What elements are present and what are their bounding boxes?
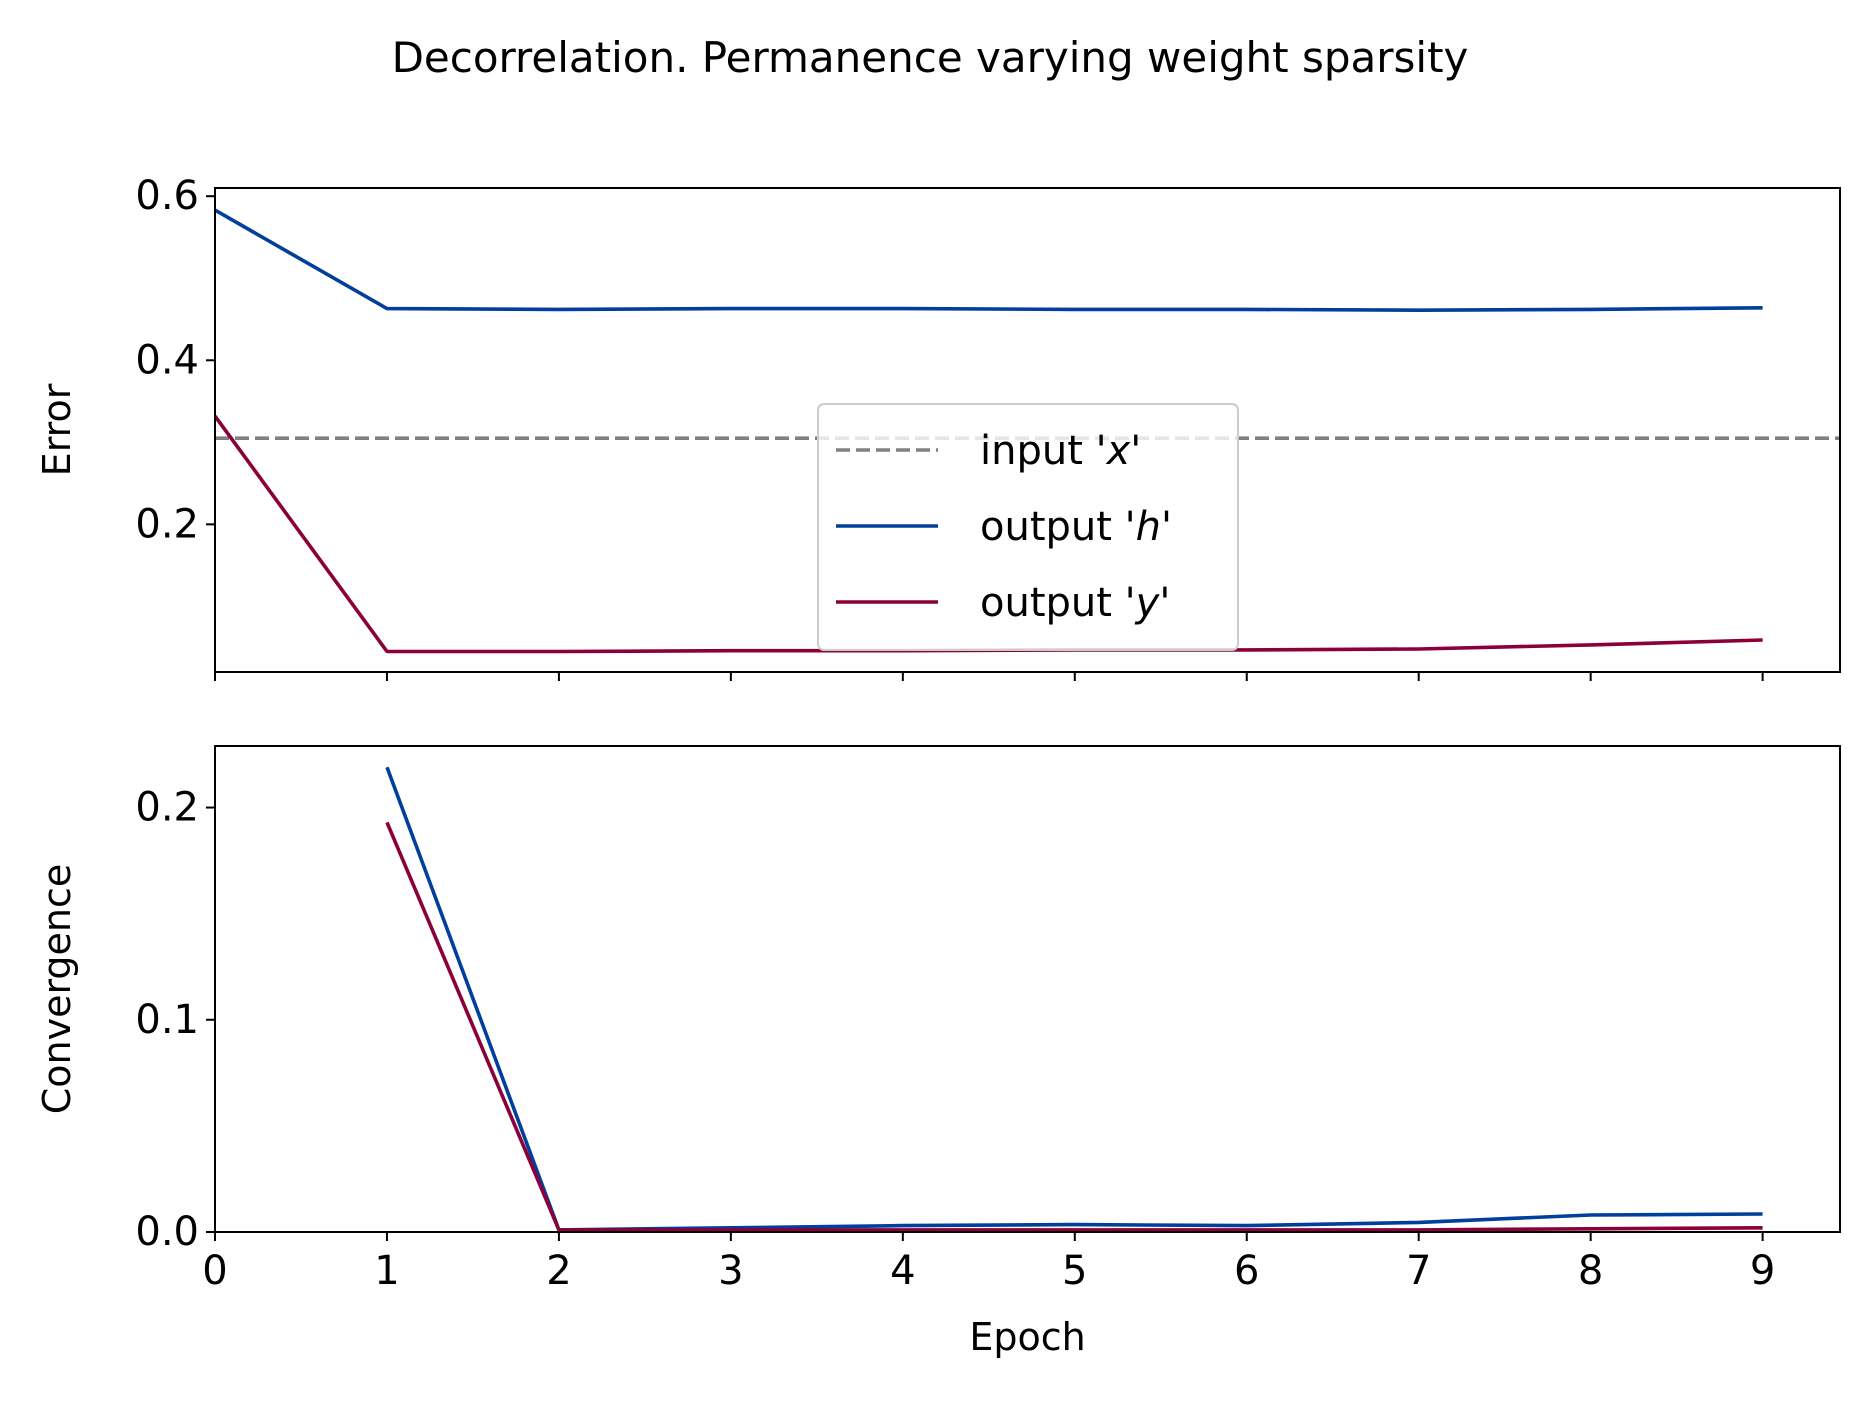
- legend-label-output-h: output 'h': [980, 504, 1172, 550]
- convergence-xtick-label: 5: [1062, 1248, 1087, 1294]
- convergence-ylabel: Convergence: [35, 864, 79, 1115]
- legend-label-input-x: input 'x': [980, 428, 1141, 474]
- convergence-xtick-label: 2: [546, 1248, 571, 1294]
- legend-label-output-y: output 'y': [980, 580, 1170, 626]
- error-ytick-label: 0.4: [135, 337, 199, 383]
- convergence-xtick-label: 7: [1406, 1248, 1431, 1294]
- convergence-xtick-label: 0: [202, 1248, 227, 1294]
- convergence-ytick-label: 0.0: [135, 1209, 199, 1255]
- convergence-xtick-label: 9: [1750, 1248, 1775, 1294]
- legend-frame: [817, 403, 1239, 651]
- error-panel: 0.2 0.4 0.6 Error input 'x' output 'h' outpu…: [35, 173, 1841, 681]
- error-ylabel: Error: [35, 383, 79, 476]
- convergence-series: [385, 766, 1763, 1232]
- convergence-axes-frame: [214, 745, 1841, 1233]
- error-output_h-line: [215, 208, 1763, 313]
- error-axes-frame: [214, 187, 1841, 673]
- error-ytick-label: 0.6: [135, 173, 199, 219]
- epoch-xlabel: Epoch: [969, 1315, 1085, 1359]
- convergence-ytick-label: 0.1: [135, 997, 199, 1043]
- convergence-xtick-label: 1: [374, 1248, 399, 1294]
- convergence-output_y-line: [385, 821, 1763, 1232]
- convergence-xtick-label: 3: [718, 1248, 743, 1294]
- convergence-xtick-label: 6: [1234, 1248, 1259, 1294]
- convergence-axes: 0.0 0.1 0.2 0 1 2 3 4 5 6 7 8 9: [135, 745, 1841, 1294]
- convergence-xtick-label: 8: [1578, 1248, 1603, 1294]
- error-axes: 0.2 0.4 0.6: [135, 173, 1841, 681]
- convergence-xtick-label: 4: [890, 1248, 915, 1294]
- legend: input 'x' output 'h' output 'y': [817, 403, 1239, 651]
- convergence-ytick-label: 0.2: [135, 785, 199, 831]
- convergence-panel: 0.0 0.1 0.2 0 1 2 3 4 5 6 7 8 9 Convergence Epoch: [35, 745, 1841, 1359]
- error-ytick-label: 0.2: [135, 501, 199, 547]
- figure-title: Decorrelation. Permanence varying weight…: [392, 33, 1469, 82]
